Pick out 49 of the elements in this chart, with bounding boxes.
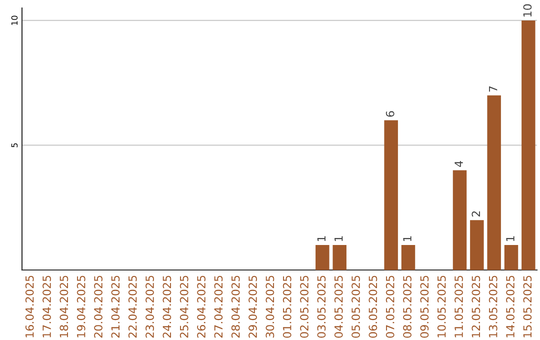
y-tick-label: 5 (11, 143, 18, 148)
bar (316, 245, 330, 270)
x-tick-label: 25.04.2025 (180, 276, 188, 338)
x-tick-label: 21.04.2025 (111, 276, 120, 338)
x-tick-label: 02.05.2025 (300, 276, 308, 338)
bar (332, 245, 346, 270)
x-tick-label: 10.05.2025 (437, 276, 446, 338)
x-tick-label: 20.04.2025 (94, 276, 102, 338)
data-label: 10 (523, 4, 532, 16)
bar (384, 120, 398, 270)
data-label: 6 (386, 111, 394, 117)
x-tick-label: 29.04.2025 (248, 276, 257, 338)
data-label: 7 (489, 86, 498, 92)
x-tick-label: 22.04.2025 (128, 276, 137, 338)
x-tick-label: 15.05.2025 (523, 276, 532, 338)
x-tick-label: 18.04.2025 (60, 276, 68, 338)
data-label: 1 (403, 236, 412, 242)
x-tick-label: 08.05.2025 (403, 276, 412, 338)
x-tick-label: 16.04.2025 (25, 276, 34, 338)
bar (487, 95, 501, 270)
x-tick-label: 27.04.2025 (214, 276, 223, 338)
data-label: 4 (454, 160, 463, 167)
x-tick-label: 12.05.2025 (472, 276, 480, 338)
x-tick-label: 13.05.2025 (488, 276, 498, 338)
x-tick-label: 14.05.2025 (506, 276, 514, 338)
bar (401, 245, 416, 270)
x-tick-label: 17.04.2025 (42, 276, 51, 338)
x-tick-label: 04.05.2025 (334, 276, 343, 338)
x-tick-label: 09.05.2025 (420, 276, 429, 338)
data-label: 1 (506, 236, 514, 242)
x-tick-label: 11.05.2025 (454, 276, 463, 338)
x-tick-label: 06.05.2025 (368, 276, 378, 338)
x-tick-label: 24.04.2025 (162, 276, 172, 338)
bar (470, 220, 484, 270)
data-label: 2 (472, 211, 480, 217)
x-tick-label: 30.04.2025 (266, 276, 274, 338)
x-tick-label: 26.04.2025 (197, 276, 206, 338)
x-tick-label: 19.04.2025 (76, 276, 86, 338)
x-tick-label: 03.05.2025 (317, 276, 326, 338)
x-tick-label: 05.05.2025 (352, 276, 360, 338)
x-tick-label: 23.04.2025 (146, 276, 154, 338)
x-tick-label: 07.05.2025 (386, 276, 394, 338)
data-label: 1 (317, 236, 326, 242)
bar (504, 245, 518, 270)
data-label: 1 (334, 236, 343, 242)
bar (522, 20, 536, 270)
x-tick-label: 28.04.2025 (231, 276, 240, 338)
bar (452, 170, 467, 270)
x-tick-label: 01.05.2025 (282, 276, 292, 338)
